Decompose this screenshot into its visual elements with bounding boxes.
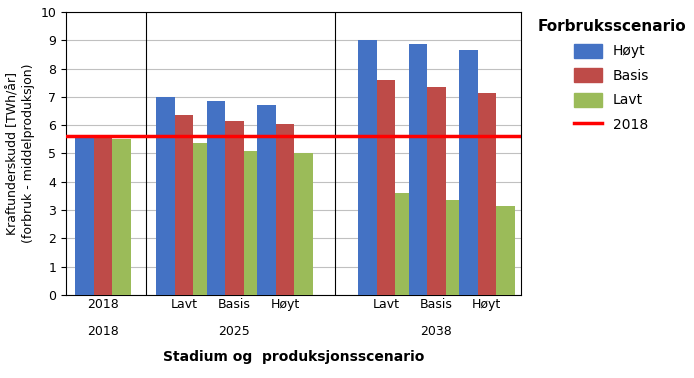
Bar bbox=[446, 200, 464, 295]
Legend: Høyt, Basis, Lavt, 2018: Høyt, Basis, Lavt, 2018 bbox=[532, 13, 692, 138]
Text: 2025: 2025 bbox=[219, 325, 251, 338]
Bar bbox=[207, 101, 225, 295]
Bar bbox=[193, 144, 212, 295]
Bar bbox=[94, 135, 112, 295]
Bar bbox=[112, 139, 131, 295]
Text: 2038: 2038 bbox=[421, 325, 452, 338]
Bar bbox=[477, 93, 496, 295]
Bar bbox=[459, 50, 477, 295]
Bar bbox=[358, 40, 377, 295]
Bar bbox=[175, 115, 193, 295]
Bar bbox=[276, 124, 294, 295]
Bar bbox=[156, 97, 175, 295]
Bar bbox=[496, 206, 515, 295]
Bar bbox=[395, 193, 414, 295]
Bar bbox=[409, 45, 427, 295]
X-axis label: Stadium og  produksjonsscenario: Stadium og produksjonsscenario bbox=[162, 350, 424, 364]
Y-axis label: Kraftunderskudd [TWh/år]
(forbruk - middelproduksjon): Kraftunderskudd [TWh/år] (forbruk - midd… bbox=[7, 64, 35, 243]
Bar bbox=[377, 80, 395, 295]
Text: 2018: 2018 bbox=[87, 325, 119, 338]
Bar bbox=[294, 153, 313, 295]
Bar bbox=[244, 150, 262, 295]
Bar bbox=[76, 135, 94, 295]
Bar bbox=[257, 105, 276, 295]
Bar bbox=[427, 87, 446, 295]
Bar bbox=[225, 121, 244, 295]
